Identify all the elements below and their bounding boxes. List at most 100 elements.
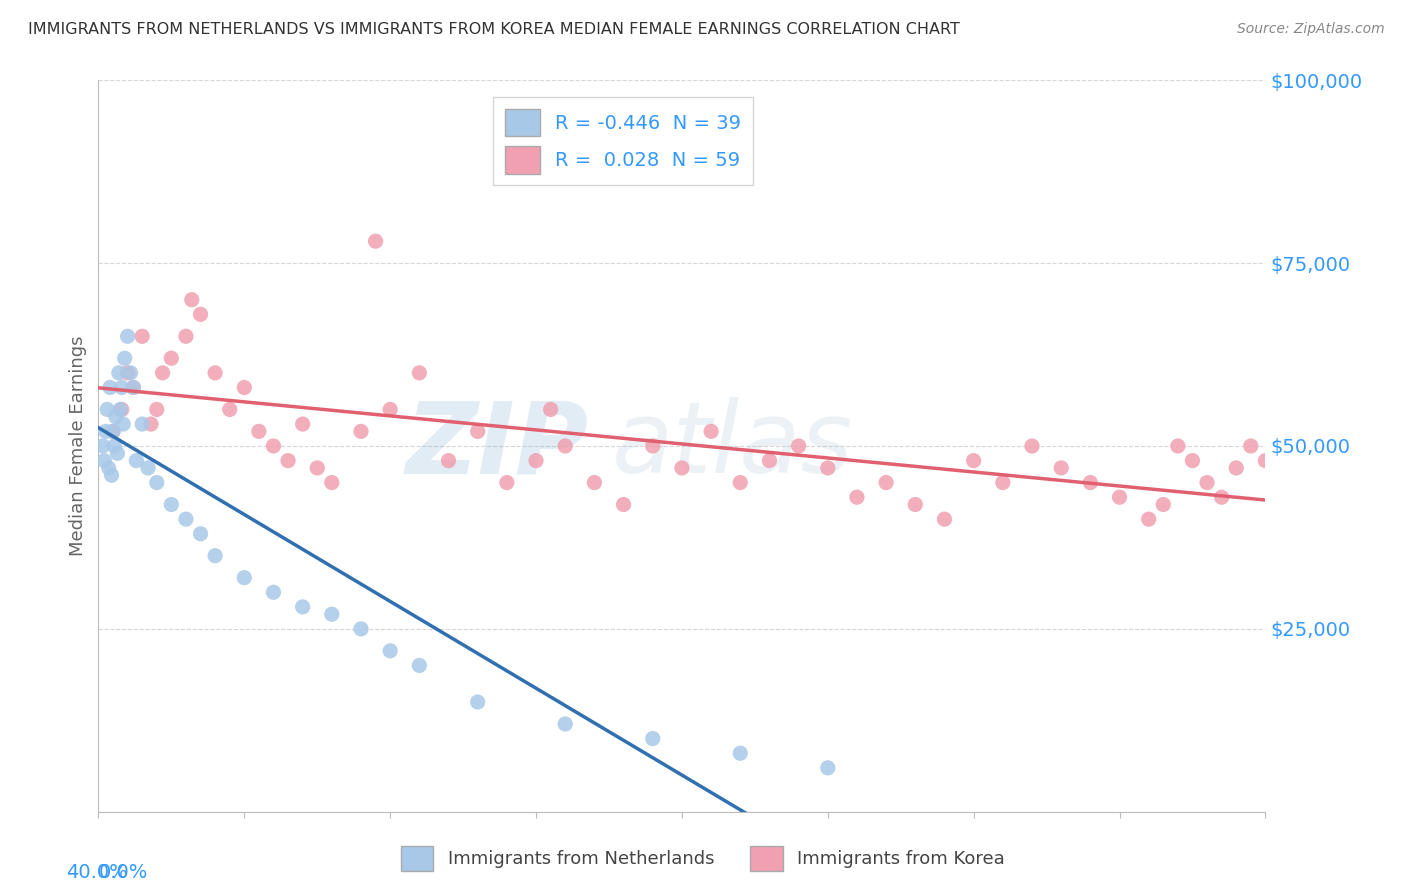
Point [103,439,125,453]
Point [114,351,136,366]
Point [641,439,664,453]
Text: 0.0%: 0.0% [98,863,148,882]
Text: IMMIGRANTS FROM NETHERLANDS VS IMMIGRANTS FROM KOREA MEDIAN FEMALE EARNINGS CORR: IMMIGRANTS FROM NETHERLANDS VS IMMIGRANT… [28,22,960,37]
Point [263,439,285,453]
Point [139,417,162,431]
Point [110,402,132,417]
Point [112,417,135,431]
Point [524,453,547,467]
Point [97,461,120,475]
Point [554,439,576,453]
Point [190,307,212,321]
Point [321,475,343,490]
Point [131,417,153,431]
Point [962,453,984,467]
Point [1225,461,1247,475]
Point [100,468,122,483]
Point [1167,439,1189,453]
Point [105,446,128,460]
Point [204,366,226,380]
Point [1240,439,1263,453]
Point [180,293,202,307]
Point [671,461,693,475]
Point [218,402,240,417]
Point [146,402,169,417]
Point [613,498,636,512]
Point [160,498,183,512]
Point [437,453,460,467]
Point [1021,439,1043,453]
Point [817,761,839,775]
Point [991,475,1014,490]
Point [120,366,142,380]
Point [146,475,169,490]
Point [101,425,124,439]
Point [1152,498,1174,512]
Point [496,475,519,490]
Point [583,475,606,490]
Point [1108,490,1130,504]
Point [380,402,402,417]
Point [122,380,145,394]
Point [1080,475,1102,490]
Point [467,425,489,439]
Point [96,402,118,417]
Point [136,461,159,475]
Point [247,425,270,439]
Point [408,366,430,380]
Point [1181,453,1204,467]
Point [307,461,329,475]
Point [700,425,723,439]
Point [350,622,373,636]
Legend: Immigrants from Netherlands, Immigrants from Korea: Immigrants from Netherlands, Immigrants … [394,838,1012,879]
Text: 40.0%: 40.0% [66,863,128,882]
Point [108,366,131,380]
Text: Source: ZipAtlas.com: Source: ZipAtlas.com [1237,22,1385,37]
Point [758,453,780,467]
Point [104,409,127,424]
Y-axis label: Median Female Earnings: Median Female Earnings [69,335,87,557]
Point [1197,475,1219,490]
Point [641,731,664,746]
Point [111,402,134,417]
Point [263,585,285,599]
Point [554,717,576,731]
Point [101,425,124,439]
Point [380,644,402,658]
Point [1137,512,1160,526]
Point [98,380,121,394]
Point [111,380,134,394]
Point [875,475,897,490]
Point [93,453,115,467]
Point [1254,453,1277,467]
Point [321,607,343,622]
Point [540,402,562,417]
Point [117,366,139,380]
Point [291,417,314,431]
Text: atlas: atlas [612,398,853,494]
Point [817,461,839,475]
Point [174,512,197,526]
Point [408,658,430,673]
Point [233,380,256,394]
Point [91,439,114,453]
Text: ZIP: ZIP [405,398,589,494]
Point [846,490,869,504]
Point [174,329,197,343]
Point [190,526,212,541]
Point [1211,490,1233,504]
Point [364,234,387,248]
Point [787,439,810,453]
Point [904,498,927,512]
Legend: R = -0.446  N = 39, R =  0.028  N = 59: R = -0.446 N = 39, R = 0.028 N = 59 [494,97,754,186]
Point [291,599,314,614]
Point [467,695,489,709]
Point [152,366,174,380]
Point [350,425,373,439]
Point [1050,461,1073,475]
Point [277,453,299,467]
Point [125,453,148,467]
Point [204,549,226,563]
Point [934,512,956,526]
Point [160,351,183,366]
